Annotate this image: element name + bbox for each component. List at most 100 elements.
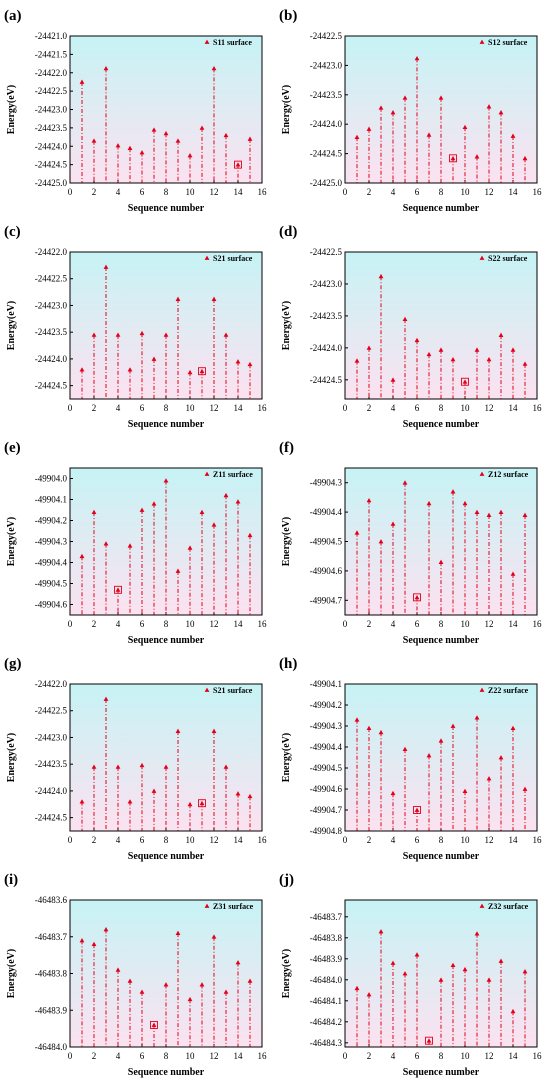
y-tick-label: -24424.5 [35, 813, 68, 823]
y-tick-label: -49904.6 [35, 600, 68, 610]
data-point [426, 351, 432, 357]
x-tick-label: 2 [367, 403, 372, 413]
x-tick-label: 2 [367, 1051, 372, 1061]
legend-label: Z22 surface [488, 686, 529, 695]
plot-frame [69, 251, 263, 400]
y-tick-label: -24424.0 [310, 343, 343, 353]
highlight-box [461, 377, 469, 386]
y-tick-label: -24425.0 [35, 178, 68, 188]
data-point [223, 132, 229, 138]
data-point [175, 930, 181, 935]
y-tick-label: -46484.3 [310, 1038, 343, 1048]
highlight-box [425, 1036, 433, 1045]
chart-panel-f: (f) -49904.3 -49904.4 -49904.5 -49904.6 -4990… [275, 432, 550, 648]
data-point [235, 359, 241, 364]
y-tick-label: -46483.9 [35, 1005, 68, 1015]
x-tick-label: 12 [485, 403, 494, 413]
y-tick-label: -24421.5 [35, 49, 68, 59]
y-axis-label: Energy(eV) [281, 517, 292, 566]
data-point [79, 799, 85, 804]
data-point [127, 799, 133, 804]
data-point [354, 358, 360, 363]
chart-svg: (j) -46483.7 -46483.8 -46483.9 -46484.0 -4648… [279, 872, 542, 1078]
y-tick-label: -46484.0 [310, 975, 343, 985]
highlight-box [198, 367, 206, 376]
data-point [522, 512, 528, 517]
chart-svg: (a) -24421.0 -24421.5 -24422.0 -24422.5 -2442… [4, 8, 267, 214]
x-axis-label: Sequence number [128, 635, 205, 646]
data-point [390, 960, 396, 965]
data-point [498, 110, 504, 115]
data-point [450, 962, 456, 968]
data-point [402, 95, 408, 100]
y-tick-label: -24423.5 [35, 759, 68, 769]
data-point [79, 79, 85, 84]
data-point [402, 971, 408, 976]
data-point [426, 1038, 432, 1043]
x-tick-label: 10 [461, 403, 471, 413]
data-point [438, 738, 444, 743]
data-point [223, 764, 229, 769]
y-tick-label: -24424.0 [310, 119, 343, 129]
x-tick-label: 10 [186, 1051, 196, 1061]
chart-svg: (e) -49904.0 -49904.1 -49904.2 -49904.3 -4990… [4, 440, 267, 646]
y-tick-label: -46484.2 [310, 1017, 342, 1027]
x-axis-label: Sequence number [128, 203, 205, 214]
x-tick-label: 12 [210, 619, 219, 629]
y-tick-label: -49904.4 [310, 742, 343, 752]
x-tick-label: 2 [92, 1051, 97, 1061]
y-tick-label: -49904.1 [310, 679, 342, 689]
data-point [354, 985, 360, 991]
x-tick-label: 14 [234, 187, 244, 197]
data-point [522, 361, 528, 366]
data-point [498, 509, 504, 515]
legend-marker [479, 255, 485, 260]
x-tick-label: 8 [164, 619, 169, 629]
y-tick-label: -24423.5 [310, 311, 343, 321]
data-point [91, 764, 97, 769]
x-tick-label: 16 [258, 1051, 268, 1061]
y-tick-label: -24422.0 [35, 679, 68, 689]
y-tick-label: -24423.5 [35, 327, 68, 337]
plot-background [70, 900, 262, 1047]
data-point [498, 755, 504, 760]
chart-svg: (b) -24422.5 -24423.0 -24423.5 -24424.0 -2442… [279, 8, 542, 214]
data-point [414, 55, 420, 61]
data-point [163, 764, 169, 769]
data-point [235, 791, 241, 796]
data-point [462, 379, 468, 384]
data-point [103, 264, 109, 269]
y-tick-label: -24421.0 [35, 31, 68, 41]
data-point [175, 568, 181, 573]
y-axis-label: Energy(eV) [6, 301, 17, 350]
data-point [79, 367, 85, 372]
legend-label: Z12 surface [488, 470, 529, 479]
data-point [450, 155, 456, 161]
x-tick-label: 6 [415, 1051, 420, 1061]
y-tick-label: -49904.3 [310, 478, 343, 488]
x-tick-label: 8 [164, 403, 169, 413]
plot-frame [344, 251, 538, 400]
data-point [462, 500, 468, 506]
data-point [139, 150, 145, 155]
data-point [151, 127, 157, 132]
data-point [450, 489, 456, 494]
x-tick-label: 4 [116, 403, 121, 413]
y-tick-label: -49904.3 [35, 537, 68, 547]
data-point [139, 762, 145, 768]
x-axis-label: Sequence number [128, 851, 205, 862]
y-tick-label: -24422.5 [35, 86, 68, 96]
x-tick-label: 6 [415, 187, 420, 197]
legend-label: Z11 surface [213, 470, 253, 479]
data-point [115, 967, 121, 972]
chart-svg: (i) -46483.6 -46483.7 -46483.8 -46483.9 -4648… [4, 872, 268, 1078]
data-point [247, 136, 253, 141]
x-tick-label: 0 [68, 835, 73, 845]
x-tick-label: 2 [367, 187, 372, 197]
y-tick-label: -24423.0 [35, 732, 68, 742]
chart-panel-i: (i) -46483.6 -46483.7 -46483.8 -46483.9 -4648… [0, 864, 275, 1080]
legend-marker [204, 687, 210, 692]
data-point [235, 162, 241, 167]
legend-marker [479, 39, 485, 44]
data-point [103, 65, 109, 71]
